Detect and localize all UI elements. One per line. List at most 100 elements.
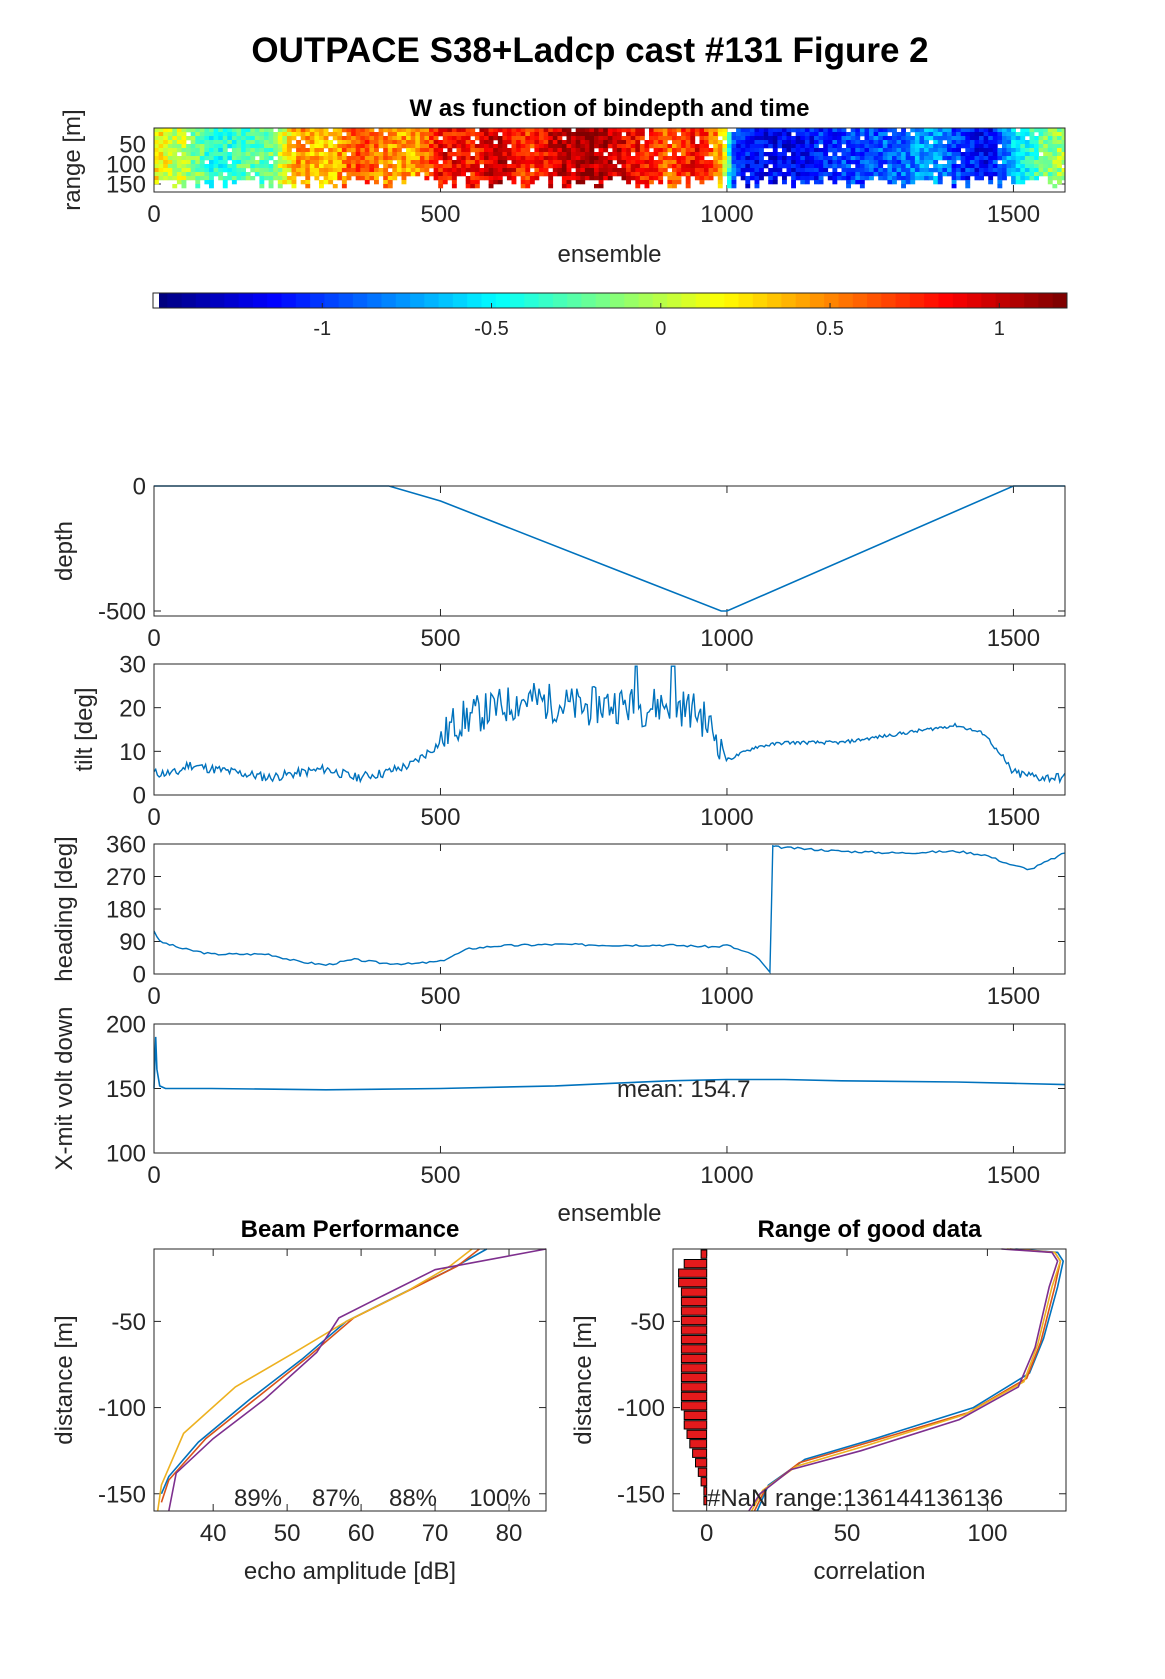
heatmap-cell xyxy=(795,136,801,141)
heatmap-cell xyxy=(947,136,952,141)
heatmap-cell xyxy=(209,144,214,149)
heatmap-cell xyxy=(158,152,164,157)
heatmap-cell xyxy=(378,140,384,145)
heatmap-cell xyxy=(250,144,256,149)
heatmap-cell xyxy=(190,136,196,141)
heatmap-cell xyxy=(983,172,989,177)
heatmap-cell xyxy=(332,164,338,169)
heatmap-cell xyxy=(254,140,260,145)
heatmap-cell xyxy=(841,160,847,165)
heatmap-cell xyxy=(1038,148,1044,153)
axes-frame xyxy=(153,1023,1066,1154)
heatmap-cell xyxy=(1038,132,1044,137)
heatmap-cell xyxy=(1047,176,1053,181)
heatmap-cell xyxy=(832,180,838,185)
heatmap-cell xyxy=(965,176,971,181)
heatmap-cell xyxy=(401,140,407,145)
heatmap-cell xyxy=(694,172,700,177)
x-tick-label: 100 xyxy=(967,1520,1007,1547)
heatmap-cell xyxy=(424,172,430,177)
heatmap-cell xyxy=(419,156,425,161)
heatmap-cell xyxy=(800,152,806,157)
heatmap-cell xyxy=(241,164,246,169)
heatmap-cell xyxy=(561,152,567,157)
heatmap-cell xyxy=(268,148,274,153)
heatmap-cell xyxy=(882,132,888,137)
heatmap-cell xyxy=(814,160,819,165)
heatmap-cell xyxy=(1052,128,1058,133)
heatmap-cell xyxy=(351,156,356,161)
heatmap-cell xyxy=(369,136,375,141)
heatmap-cell xyxy=(992,172,998,177)
heatmap-cell xyxy=(694,144,700,149)
heatmap-cell xyxy=(846,144,851,149)
heatmap-cell xyxy=(630,168,636,173)
heatmap-cell xyxy=(639,160,645,165)
heatmap-cell xyxy=(328,132,334,137)
heatmap-cell xyxy=(722,148,728,153)
axes-frame xyxy=(153,843,1066,975)
heatmap-cell xyxy=(942,156,948,161)
heatmap-cell xyxy=(300,156,306,161)
heatmap-cell xyxy=(635,180,641,185)
heatmap-cell xyxy=(227,132,233,137)
heatmap-cell xyxy=(804,160,810,165)
heatmap-cell xyxy=(814,148,819,153)
plot-area xyxy=(154,1249,546,1511)
heatmap-cell xyxy=(754,132,760,137)
heatmap-cell xyxy=(933,148,939,153)
heatmap-cell xyxy=(699,132,705,137)
heatmap-cell xyxy=(672,136,677,141)
heatmap-cell xyxy=(222,160,228,165)
heatmap-cell xyxy=(392,156,398,161)
heatmap-cell xyxy=(740,152,746,157)
heatmap-cell xyxy=(383,176,389,181)
heatmap-cell xyxy=(864,136,870,141)
heatmap-cell xyxy=(291,132,297,137)
heatmap-cell xyxy=(419,144,425,149)
heatmap-cell xyxy=(575,152,581,157)
heatmap-cell xyxy=(818,156,824,161)
heatmap-cell xyxy=(163,164,169,169)
heatmap-cell xyxy=(960,168,966,173)
heatmap-cell xyxy=(1057,152,1062,157)
heatmap-cell xyxy=(974,140,980,145)
heatmap-cell xyxy=(484,164,489,169)
colorbar-segment xyxy=(795,293,811,308)
heatmap-cell xyxy=(282,180,288,185)
heatmap-cell xyxy=(383,128,389,133)
heatmap-cell xyxy=(1006,172,1012,177)
heatmap-cell xyxy=(520,152,526,157)
heatmap-cell xyxy=(314,160,320,165)
heatmap-cell xyxy=(1020,148,1026,153)
heatmap-cell xyxy=(511,180,517,185)
heatmap-cell xyxy=(213,140,219,145)
heatmap-cell xyxy=(873,164,879,169)
heatmap-cell xyxy=(965,152,971,157)
heatmap-cell xyxy=(415,132,421,137)
heatmap-cell xyxy=(374,136,379,141)
heatmap-cell xyxy=(956,164,961,169)
heatmap-cell xyxy=(717,144,723,149)
heatmap-cell xyxy=(626,128,631,133)
colorbar-tick-label: 1 xyxy=(994,318,1005,340)
heatmap-cell xyxy=(465,160,471,165)
heatmap-cell xyxy=(951,172,957,177)
heatmap-cell xyxy=(291,164,297,169)
heatmap-cell xyxy=(580,144,586,149)
heatmap-cell xyxy=(548,172,554,177)
heatmap-cell xyxy=(681,140,686,145)
heatmap-cell xyxy=(804,136,810,141)
heatmap-cell xyxy=(662,168,668,173)
colorbar-segment xyxy=(738,293,754,308)
heatmap-cell xyxy=(319,148,324,153)
heatmap-cell xyxy=(933,140,939,145)
heatmap-cell xyxy=(594,152,599,157)
heatmap-cell xyxy=(644,176,650,181)
nan-range-bar xyxy=(680,1382,708,1392)
heatmap-cell xyxy=(855,168,861,173)
heatmap-cell xyxy=(818,128,824,133)
y-tick-label: -500 xyxy=(98,599,146,626)
heatmap-cell xyxy=(1034,140,1039,145)
